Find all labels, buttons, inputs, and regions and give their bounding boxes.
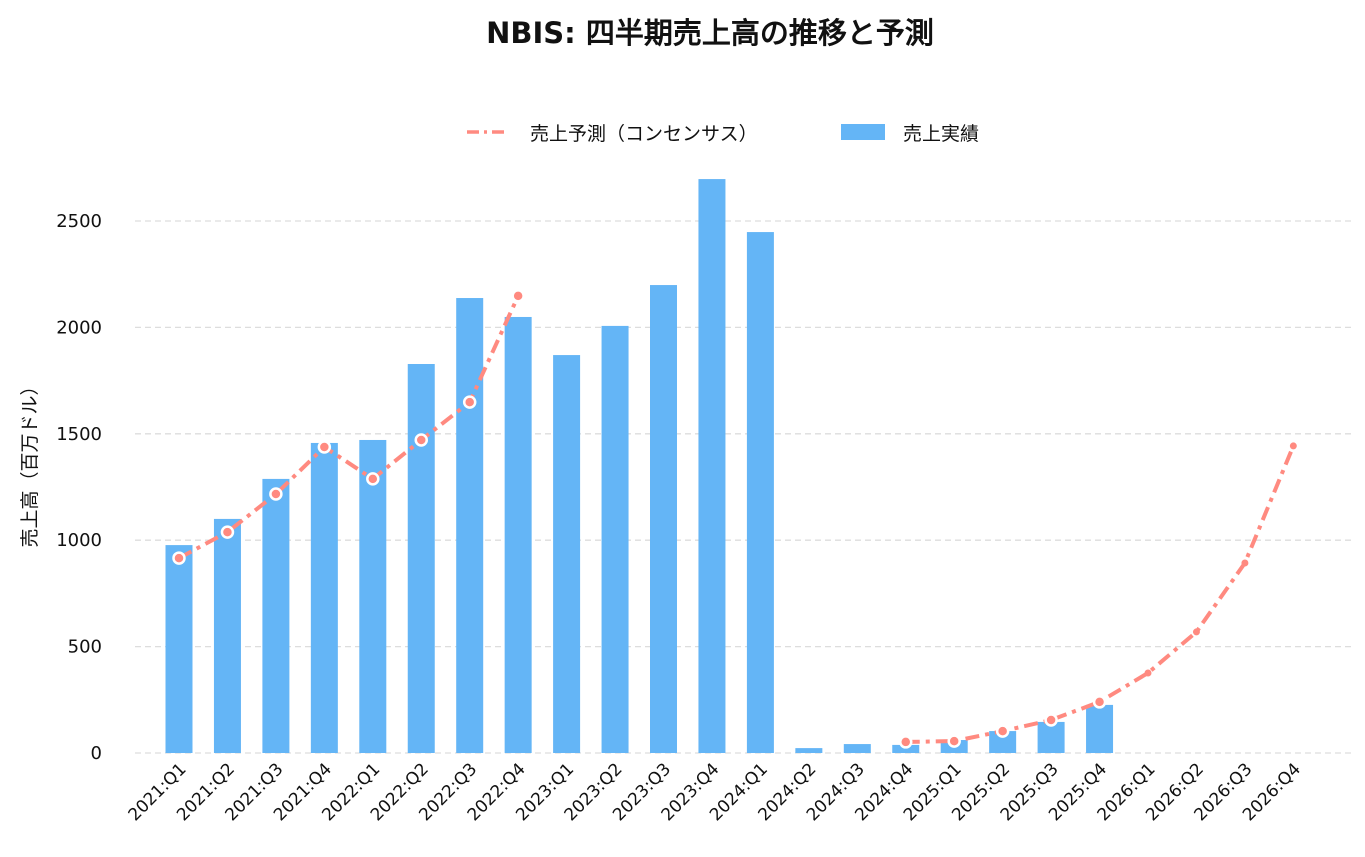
forecast-line-segment (905, 445, 1296, 744)
legend-label-actual: 売上実績 (903, 123, 979, 145)
forecast-point-2022:Q3 (462, 395, 477, 409)
legend-label-forecast: 売上予測（コンセンサス） (530, 123, 758, 145)
bar-2023:Q1 (553, 355, 581, 753)
bar-2022:Q4 (504, 316, 532, 753)
legend-bar-swatch (841, 124, 885, 140)
forecast-point-2026:Q1 (1144, 669, 1152, 677)
y-tick-label: 1500 (56, 424, 102, 445)
y-tick-label: 500 (68, 637, 102, 658)
bar-2023:Q3 (650, 285, 677, 753)
forecast-point-2021:Q1 (172, 551, 186, 565)
forecast-point-2024:Q4 (899, 735, 913, 749)
forecast-point-2022:Q2 (414, 433, 428, 447)
forecast-line-segment (178, 295, 520, 560)
y-tick-label: 1000 (56, 530, 102, 551)
legend: 売上予測（コンセンサス） 売上実績 (467, 123, 979, 145)
bar-2023:Q2 (601, 325, 629, 753)
forecast-point-2026:Q2 (1192, 628, 1200, 636)
bar-2021:Q2 (213, 518, 241, 753)
y-tick-label: 2500 (56, 211, 102, 232)
forecast-point-2021:Q2 (220, 525, 235, 539)
forecast-point-2025:Q4 (1092, 695, 1107, 709)
bar-2025:Q2 (989, 731, 1017, 753)
forecast-point-2021:Q3 (269, 487, 283, 501)
bar-2025:Q4 (1086, 704, 1114, 753)
bar-2021:Q3 (262, 478, 290, 753)
y-tick-label: 0 (91, 743, 102, 764)
bar-2022:Q2 (407, 364, 435, 753)
bar-2024:Q2 (795, 748, 823, 753)
forecast-point-2022:Q1 (366, 472, 380, 486)
bar-2021:Q4 (310, 442, 338, 753)
forecast-point-2025:Q2 (995, 724, 1010, 738)
bar-2022:Q3 (456, 298, 484, 753)
y-axis-label: 売上高（百万ドル） (19, 376, 41, 547)
bar-2024:Q4 (892, 744, 920, 753)
bar-2024:Q1 (746, 232, 774, 753)
forecast-point-2025:Q3 (1044, 713, 1058, 727)
forecast-point-2021:Q4 (317, 440, 332, 454)
bar-2021:Q1 (165, 545, 193, 753)
forecast-point-2025:Q1 (947, 734, 961, 748)
forecast-point-2026:Q4 (1289, 442, 1297, 450)
chart-title: NBIS: 四半期売上高の推移と予測 (486, 16, 934, 50)
bar-2025:Q3 (1037, 721, 1065, 753)
forecast-point-2026:Q3 (1241, 559, 1249, 567)
bar-2022:Q1 (359, 439, 387, 753)
bar-2023:Q4 (698, 179, 726, 754)
y-tick-label: 2000 (56, 317, 102, 338)
forecast-point-2022:Q4 (511, 289, 525, 303)
bar-2024:Q3 (843, 744, 871, 753)
